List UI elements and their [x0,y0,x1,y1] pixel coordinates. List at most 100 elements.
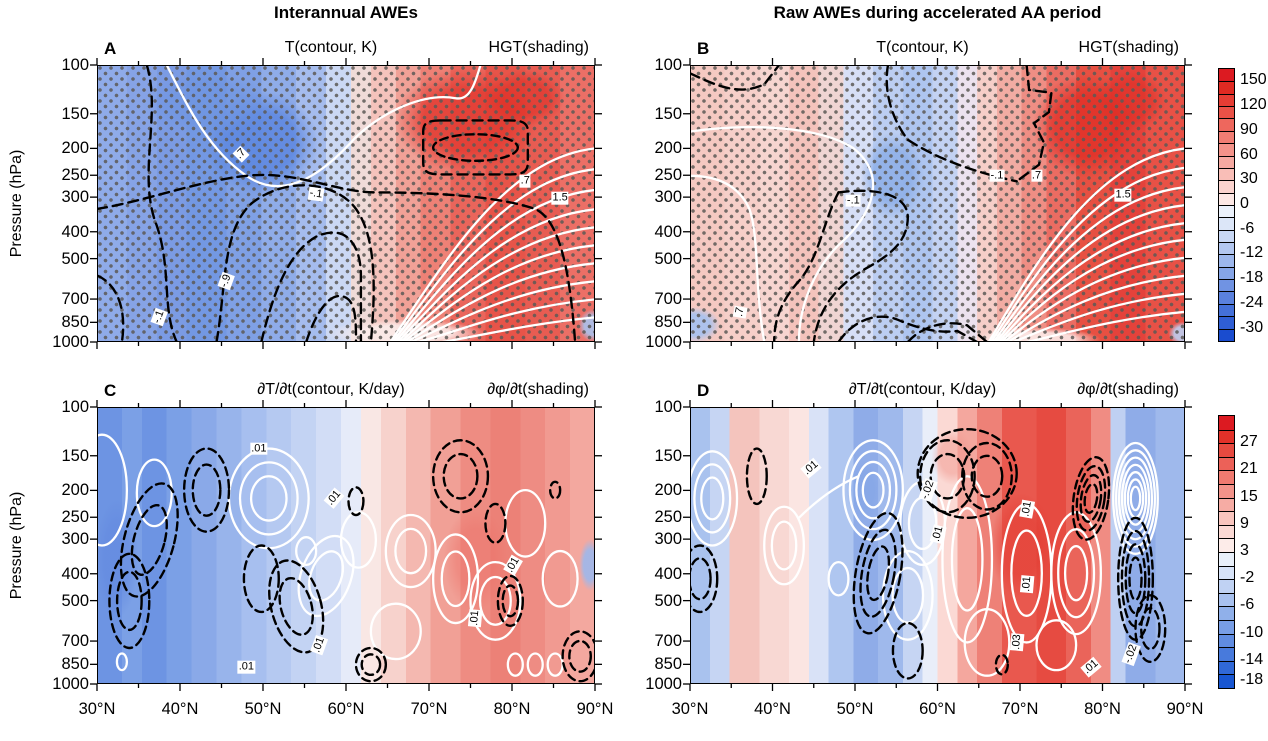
y-tick-label: 1000 [52,333,89,351]
column-title-left: Interannual AWEs [274,3,418,22]
colorbar-label: 0 [1240,195,1249,212]
contour-label: -.1 [845,194,861,208]
colorbar-cell [1219,606,1234,620]
x-tick-label: 30°N [78,700,116,718]
contour-label: .7 [519,175,531,188]
contour-label: .01 [1018,499,1035,520]
colorbar-cell [1219,579,1234,593]
x-tick-label: 40°N [161,700,199,718]
colorbar-cell [1219,81,1234,94]
y-axis-label-top: Pressure (hPa) [8,149,25,258]
x-tick-label: 70°N [410,700,448,718]
y-tick-label: 500 [654,591,682,610]
y-tick-label: 250 [654,508,682,527]
colorbar-label: -6 [1240,219,1255,237]
x-tick-label: 90°N [1166,700,1204,718]
panel-letter-c: C [104,381,117,400]
contour-label: .01 [1019,575,1034,594]
colorbar [1218,68,1235,342]
panel-letter-d: D [697,381,710,400]
colorbar-cell [1219,242,1234,255]
contour-svg [97,65,595,342]
panel-letter-a: A [104,39,117,58]
column-title-right: Raw AWEs during accelerated AA period [773,3,1102,22]
colorbar-cell [1219,279,1234,292]
contour-svg [690,427,1167,680]
y-tick-label: 300 [654,530,682,549]
panel-plot-c: .01.01.01.01.01.01 [97,407,595,684]
x-tick-label: 50°N [244,700,282,718]
x-tick-label: 90°N [576,700,614,718]
colorbar-cell [1219,538,1234,552]
y-tick-label: 500 [61,591,89,610]
colorbar-cell [1219,106,1234,119]
colorbar-cell [1219,647,1234,661]
colorbar-cell [1219,167,1234,181]
x-tick-label: 60°N [327,700,365,718]
x-tick-label: 80°N [493,700,531,718]
colorbar-cell [1219,291,1234,304]
y-tick-label: 200 [654,481,682,500]
colorbar-label: 3 [1240,542,1249,559]
y-tick-label: 500 [654,249,682,268]
contour-label: 1.5 [551,191,569,205]
colorbar-label: 21 [1240,460,1258,478]
panel-d-contour-header: ∂T/∂t(contour, K/day) [848,381,997,398]
y-tick-label: 850 [654,313,682,332]
x-tick-label: 30°N [671,700,709,718]
colorbar-cell [1219,118,1234,131]
contour-label: .7 [1030,169,1043,183]
y-axis-label-bottom: Pressure (hPa) [8,491,25,600]
y-tick-label: 100 [654,398,682,416]
colorbar-cell [1219,429,1234,444]
colorbar-cell [1219,266,1234,280]
colorbar-label: -14 [1240,650,1264,668]
shading-blob [575,528,595,601]
contour-label: .7 [732,304,747,319]
y-tick-label: 850 [61,313,89,332]
colorbar-label: -18 [1240,671,1264,689]
contour-label: .03 [1009,633,1024,652]
y-tick-label: 250 [654,166,682,185]
colorbar-cell [1219,524,1234,539]
colorbar-label: 15 [1240,487,1258,505]
panel-letter-b: B [697,39,710,58]
shading-layer [97,407,595,684]
y-tick-label: 200 [61,139,89,158]
colorbar-label: 120 [1240,96,1267,114]
colorbar-label: -30 [1240,318,1264,336]
y-tick-label: 200 [61,481,89,500]
colorbar-cell [1219,551,1234,566]
colorbar-label: -24 [1240,293,1264,311]
colorbar-label: 90 [1240,120,1258,138]
contour-label: .01 [468,608,483,627]
y-tick-label: 1000 [645,333,682,351]
panel-plot-d: .01.01.01.01.03.01 -.02 -.02 [690,407,1185,684]
y-tick-label: 400 [61,222,89,241]
y-tick-label: 250 [61,166,89,185]
colorbar-cell [1219,69,1234,82]
colorbar-cell [1219,217,1234,230]
colorbar-cell [1219,633,1234,648]
y-tick-label: 1000 [645,675,682,693]
y-tick-label: 150 [61,104,89,123]
colorbar-cell [1219,470,1234,484]
y-tick-label: 1000 [52,675,89,693]
contour-label: -.1 [307,186,325,202]
x-tick-label: 50°N [836,700,874,718]
x-tick-label: 70°N [1001,700,1039,718]
y-tick-label: 300 [654,188,682,207]
colorbar-label: 150 [1240,71,1267,89]
y-tick-label: 100 [654,56,682,74]
colorbar-cell [1219,303,1234,317]
colorbar-cell [1219,93,1234,107]
y-tick-label: 300 [61,530,89,549]
colorbar-cell [1219,229,1234,243]
y-tick-label: 500 [61,249,89,268]
colorbar-cell [1219,511,1234,525]
colorbar-cell [1219,204,1234,218]
y-tick-label: 200 [654,139,682,158]
y-tick-label: 700 [61,290,89,309]
y-tick-label: 150 [654,446,682,465]
colorbar-cell [1219,316,1234,329]
